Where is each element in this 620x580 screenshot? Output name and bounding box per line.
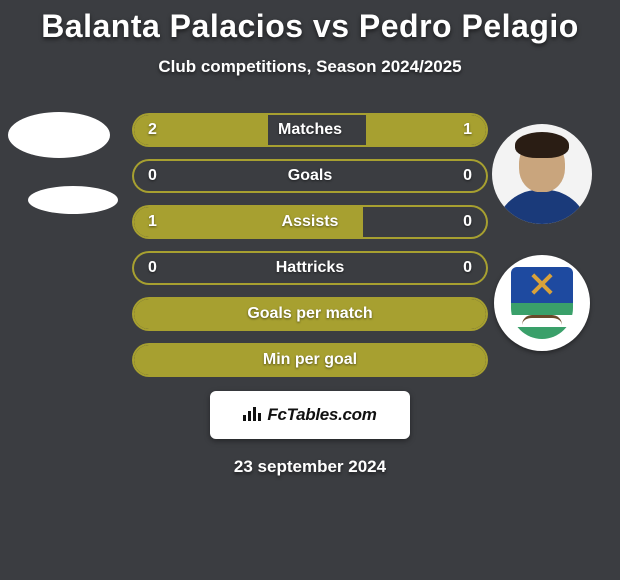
stat-label: Goals per match <box>134 299 486 329</box>
stat-row: 21Matches <box>134 115 486 145</box>
stat-row: Min per goal <box>134 345 486 375</box>
subtitle: Club competitions, Season 2024/2025 <box>0 57 620 77</box>
stat-row: 10Assists <box>134 207 486 237</box>
stat-row: Goals per match <box>134 299 486 329</box>
title-separator: vs <box>313 8 350 44</box>
stat-label: Goals <box>134 161 486 191</box>
stats-area: 21Matches 00Goals 10Assists 00Hattricks Goal… <box>0 115 620 375</box>
player2-name: Pedro Pelagio <box>359 8 579 44</box>
brand-text: FcTables.com <box>267 405 376 425</box>
brand-badge: FcTables.com <box>210 391 410 439</box>
chart-icon <box>243 405 263 426</box>
player1-name: Balanta Palacios <box>41 8 303 44</box>
stat-label: Min per goal <box>134 345 486 375</box>
stat-label: Matches <box>134 115 486 145</box>
stat-row: 00Goals <box>134 161 486 191</box>
stat-row: 00Hattricks <box>134 253 486 283</box>
footer-date: 23 september 2024 <box>0 457 620 477</box>
comparison-title: Balanta Palacios vs Pedro Pelagio <box>0 0 620 45</box>
stat-label: Hattricks <box>134 253 486 283</box>
stat-label: Assists <box>134 207 486 237</box>
